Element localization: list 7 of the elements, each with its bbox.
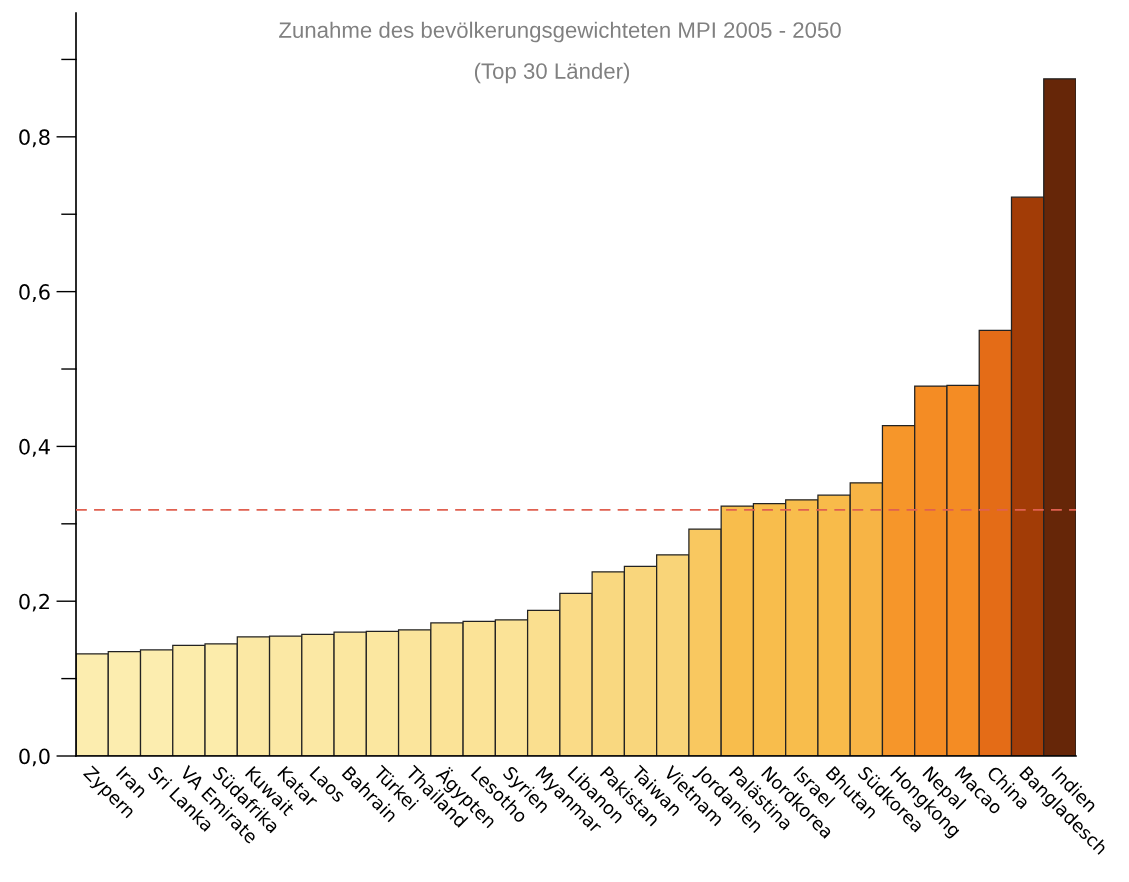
y-tick-label: 0,0 <box>19 748 50 767</box>
y-tick-label: 0,8 <box>19 129 50 148</box>
chart-title: Zunahme des bevölkerungsgewichteten MPI 2005 - 2050 <box>279 21 841 43</box>
y-tick-label: 0,4 <box>19 438 50 457</box>
y-tick-label: 0,2 <box>19 593 49 612</box>
y-tick-label: 0,6 <box>19 284 50 302</box>
text: (Top 30 Länder) <box>474 62 630 84</box>
